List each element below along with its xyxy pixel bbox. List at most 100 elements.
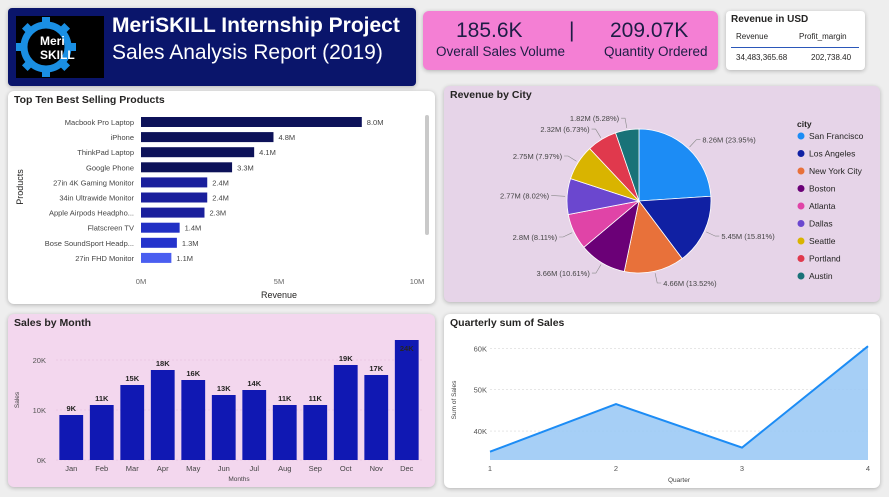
month-bar[interactable]	[394, 340, 419, 460]
product-bar[interactable]	[141, 177, 208, 188]
product-bar[interactable]	[141, 132, 274, 143]
x-axis-tick-label: Jun	[218, 464, 230, 473]
pie-leader-line	[591, 264, 602, 274]
product-label: Google Phone	[86, 163, 134, 172]
legend-item-label[interactable]: Boston	[809, 184, 836, 194]
x-axis-tick-label: 3	[740, 464, 744, 473]
chart-scrollbar[interactable]	[425, 115, 429, 235]
product-bar-value-label: 3.3M	[237, 163, 254, 172]
month-bar[interactable]	[364, 375, 389, 460]
month-bar[interactable]	[89, 405, 114, 460]
legend-item-label[interactable]: Austin	[809, 271, 833, 281]
pie-slice[interactable]	[638, 128, 712, 202]
month-bar-value-label: 11K	[309, 394, 323, 403]
product-bar-value-label: 1.1M	[176, 254, 193, 263]
legend-item-label[interactable]: Atlanta	[809, 201, 836, 211]
month-bar[interactable]	[242, 390, 267, 460]
pie-slice-data-label: 3.66M (10.61%)	[536, 269, 590, 278]
revenue-by-city-chart-card[interactable]: Revenue by City 8.26M (23.95%) 5.45M (15.…	[444, 86, 880, 302]
legend-marker	[797, 132, 805, 140]
sales-by-month-chart[interactable]: 0K 10K 20K 9K Jan 11K Feb 15K Mar 18K Apr 16K May 13K…	[8, 314, 435, 487]
sales-volume-value: 185.6K	[456, 19, 523, 42]
product-bar[interactable]	[141, 252, 172, 263]
revenue-column-header[interactable]: Revenue	[736, 32, 769, 41]
sales-by-month-chart-title: Sales by Month	[14, 317, 92, 329]
revenue-value: 34,483,365.68	[736, 53, 788, 62]
month-bar-value-label: 14K	[247, 379, 261, 388]
x-axis-tick-label: 0M	[136, 277, 146, 286]
x-axis-tick-label: Nov	[370, 464, 384, 473]
x-axis-tick-label: Aug	[278, 464, 291, 473]
month-bar-value-label: 13K	[217, 384, 231, 393]
month-bar[interactable]	[120, 385, 145, 460]
month-bar-value-label: 16K	[186, 369, 200, 378]
month-bar-value-label: 9K	[66, 404, 76, 413]
x-axis-title: Revenue	[261, 290, 297, 300]
pie-slice-data-label: 2.32M (6.73%)	[540, 125, 590, 134]
sales-volume-label: Overall Sales Volume	[436, 44, 566, 59]
legend-item-label[interactable]: Dallas	[809, 219, 833, 229]
quarterly-sales-chart[interactable]: 40K 50K 60K 1 2 3 4 Quarter Sum of Sales	[444, 314, 880, 488]
report-header: Meri SKILL MeriSKILL Internship Project …	[8, 8, 416, 86]
legend-item-label[interactable]: Los Angeles	[809, 149, 855, 159]
legend-item-label[interactable]: San Francisco	[809, 131, 864, 141]
month-bar[interactable]	[211, 395, 236, 460]
month-bar[interactable]	[150, 370, 175, 460]
top-products-chart[interactable]: Macbook Pro Laptop 8.0M iPhone 4.8M ThinkPad…	[8, 91, 435, 304]
product-bar[interactable]	[141, 207, 205, 218]
product-bar-value-label: 2.3M	[209, 209, 226, 218]
product-label: iPhone	[111, 133, 134, 142]
profit-margin-column-header[interactable]: Profit_margin	[799, 32, 847, 41]
y-axis-tick-label: 20K	[33, 356, 46, 365]
month-bar-value-label: 24K	[400, 344, 414, 353]
quarterly-sales-chart-title: Quarterly sum of Sales	[450, 317, 565, 329]
y-axis-tick-label: 50K	[474, 386, 487, 395]
product-label: 34in Ultrawide Monitor	[59, 194, 134, 203]
legend-item-label[interactable]: Portland	[809, 254, 841, 264]
top-products-chart-title: Top Ten Best Selling Products	[14, 94, 165, 106]
product-bar[interactable]	[141, 237, 177, 248]
quantity-ordered-label: Quantity Ordered	[604, 44, 708, 59]
x-axis-tick-label: Feb	[95, 464, 108, 473]
product-bar[interactable]	[141, 162, 233, 173]
revenue-by-city-chart-title: Revenue by City	[450, 89, 532, 101]
month-bar[interactable]	[59, 415, 84, 460]
month-bar[interactable]	[333, 365, 358, 460]
revenue-by-city-chart[interactable]: 8.26M (23.95%) 5.45M (15.81%) 4.66M (13.52…	[444, 86, 880, 302]
top-products-chart-card[interactable]: Top Ten Best Selling Products Macbook Pr…	[8, 91, 435, 304]
product-bar-value-label: 8.0M	[367, 118, 384, 127]
product-label: Macbook Pro Laptop	[65, 118, 134, 127]
product-bar[interactable]	[141, 147, 255, 158]
month-bar[interactable]	[181, 380, 206, 460]
legend-marker	[797, 202, 805, 210]
pie-slice-data-label: 2.8M (8.11%)	[513, 233, 558, 242]
x-axis-tick-label: 1	[488, 464, 492, 473]
legend-marker	[797, 167, 805, 175]
product-bar-value-label: 2.4M	[212, 194, 229, 203]
quarterly-sales-chart-card[interactable]: Quarterly sum of Sales 40K 50K 60K 1 2 3 4 Quar…	[444, 314, 880, 488]
pie-leader-line	[621, 117, 628, 129]
logo-text-top: Meri	[40, 34, 65, 48]
product-label: Apple Airpods Headpho...	[49, 209, 134, 218]
revenue-table-title: Revenue in USD	[731, 14, 809, 25]
month-bar[interactable]	[303, 405, 328, 460]
sales-line[interactable]	[489, 345, 869, 453]
product-bar[interactable]	[141, 192, 208, 203]
product-label: Flatscreen TV	[87, 224, 134, 233]
month-bar[interactable]	[272, 405, 297, 460]
pie-slice[interactable]	[623, 200, 683, 274]
quantity-ordered-value: 209.07K	[610, 19, 689, 42]
pie-slice[interactable]	[638, 195, 712, 260]
kpi-card[interactable]: 185.6K Overall Sales Volume | 209.07K Qu…	[423, 11, 718, 70]
legend-item-label[interactable]: Seattle	[809, 236, 836, 246]
legend-marker	[797, 237, 805, 245]
pie-slice-data-label: 1.82M (5.28%)	[570, 114, 620, 123]
pie-slice[interactable]	[615, 128, 640, 202]
profit-margin-value: 202,738.40	[811, 53, 852, 62]
legend-item-label[interactable]: New York City	[809, 166, 863, 176]
revenue-table[interactable]: Revenue in USD Revenue Profit_margin 34,…	[726, 11, 865, 70]
sales-by-month-chart-card[interactable]: Sales by Month 0K 10K 20K 9K Jan 11K Feb 15K Mar…	[8, 314, 435, 487]
product-bar[interactable]	[141, 117, 362, 127]
product-bar[interactable]	[141, 222, 180, 233]
table-header-divider	[731, 47, 859, 48]
